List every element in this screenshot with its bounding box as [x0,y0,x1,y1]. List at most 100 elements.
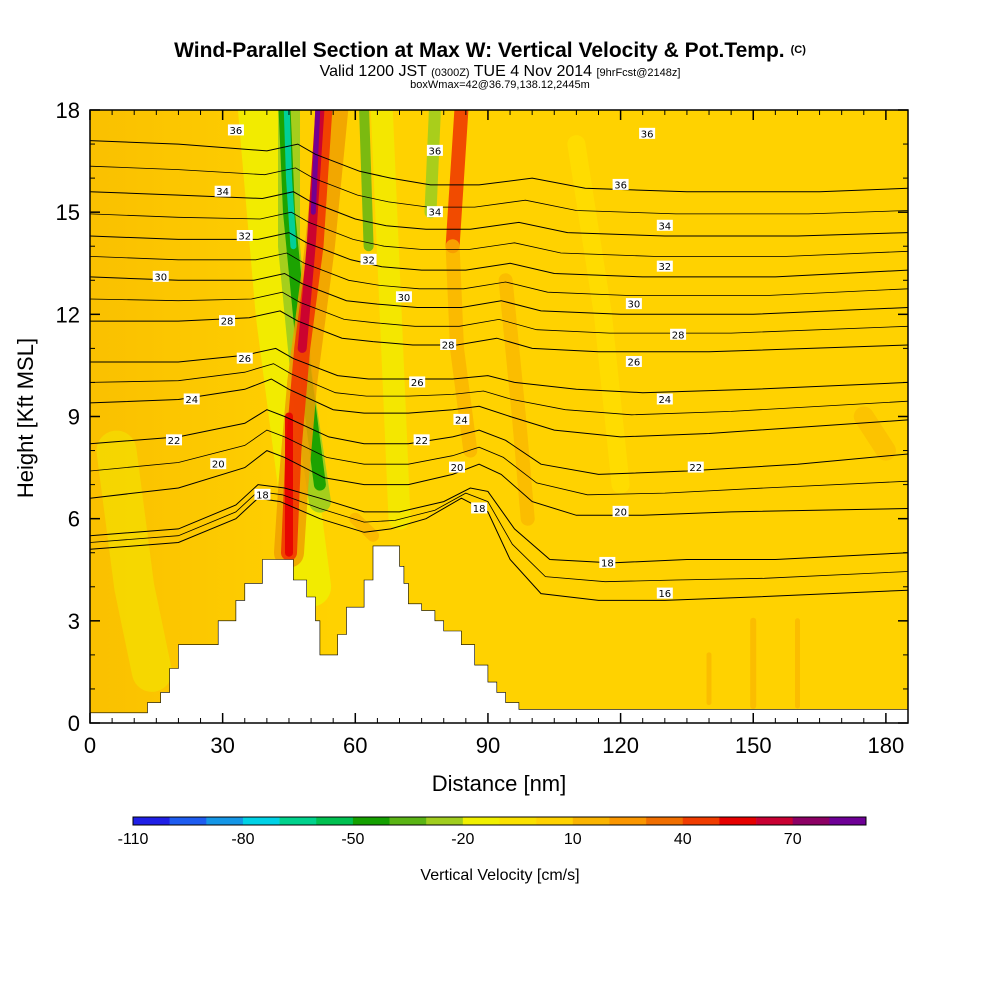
colorbar-swatch [756,817,793,825]
field-band-downdraft-strong [424,110,441,219]
contour-label: 36 [612,178,629,191]
theta-contour-minor [90,490,908,583]
contour-label-background [227,124,244,136]
contour-label: 20 [612,505,629,518]
theta-contour-minor [90,211,908,257]
contour-label-text: 36 [614,180,627,191]
contour-label: 28 [670,328,687,341]
field-band-downdraft-strong [359,110,374,252]
theta-contour-20 [90,450,908,516]
contour-label-text: 20 [614,507,627,518]
contour-label: 32 [236,230,253,243]
contour-label-background [214,185,231,197]
theta-contour-22 [90,409,908,475]
contour-label-text: 34 [429,208,442,219]
colorbar-tick-label: -20 [451,831,474,848]
contour-label: 34 [214,185,231,198]
y-tick-label: 15 [56,200,80,225]
contour-label-text: 32 [658,262,671,273]
contour-label-background [656,393,673,405]
contour-label: 22 [413,434,430,447]
contour-label-text: 34 [658,221,671,232]
contour-label-text: 18 [256,490,269,501]
colorbar-swatch [609,817,647,825]
y-axis-label: Height [Kft MSL] [13,338,38,498]
contour-label-text: 26 [411,378,424,389]
contour-label-text: 24 [455,415,468,426]
colorbar-swatch [206,817,244,825]
contour-label-text: 28 [442,340,455,351]
contour-label-text: 24 [658,395,671,406]
terrain-outline [90,545,908,723]
contour-label: 28 [219,315,236,328]
contour-label: 28 [440,338,457,351]
y-tick-label: 18 [56,98,80,123]
colorbar-swatch [792,817,830,825]
contour-label: 26 [236,352,253,365]
contour-label-text: 22 [415,436,428,447]
x-tick-label: 180 [868,733,905,758]
y-tick-label: 3 [68,609,80,634]
contour-label-background [183,393,200,405]
contour-label: 22 [166,434,183,447]
contour-label: 18 [254,488,271,501]
contour-label: 20 [210,458,227,471]
field-band-downdraft [567,135,630,494]
colorbar: -110 -80 -50 -20 10 40 70 [118,816,867,848]
contour-label-background [254,488,271,500]
chart-subtitle: Valid 1200 JST (0300Z) TUE 4 Nov 2014 [9… [320,63,681,80]
theta-contour-34 [90,191,908,237]
field-band-updraft [310,110,321,215]
terrain [90,545,908,723]
colorbar-swatch [169,817,207,825]
colorbar-swatch [829,817,867,825]
contour-label-background [656,219,673,231]
contour-label-text: 36 [429,146,442,157]
contour-label-text: 20 [212,460,225,471]
contour-label-text: 26 [238,354,251,365]
colorbar-tick-label: 70 [784,831,802,848]
colorbar-swatch [426,817,464,825]
contour-label-background [236,230,253,242]
contour-label-text: 36 [641,129,654,140]
contour-label-background [219,315,236,327]
colorbar-swatch [572,817,610,825]
contour-label-background [453,413,470,425]
contour-label: 34 [426,206,443,219]
theta-contour-minor [90,363,908,416]
contour-label-text: 18 [473,504,486,515]
contour-label-background [413,434,430,446]
contour-label: 32 [360,253,377,266]
colorbar-swatch [316,817,354,825]
x-axis-label: Distance [nm] [432,771,567,796]
field-band-downdraft [370,110,411,530]
contour-label-background [395,291,412,303]
contour-label-background [625,298,642,310]
contour-label-text: 22 [168,436,181,447]
contour-label-text: 28 [672,330,685,341]
contour-label-text: 28 [221,317,234,328]
contour-label-text: 32 [238,232,251,243]
colorbar-swatch [389,817,427,825]
colorbar-tick-label: 40 [674,831,692,848]
contour-label: 24 [453,413,470,426]
theta-contour-32 [90,232,908,278]
velocity-field [96,110,896,709]
contour-label: 26 [625,356,642,369]
colorbar-swatch [499,817,537,825]
field-band-updraft [349,512,379,542]
contour-label-background [612,178,629,190]
contour-label-text: 26 [627,358,640,369]
contour-label-text: 30 [154,272,167,283]
theta-contour-18 [90,484,908,564]
theta-contour-36 [90,140,908,193]
contour-label: 22 [687,461,704,474]
contour-label: 16 [656,587,673,600]
colorbar-swatch [133,817,170,825]
colorbar-swatch [462,817,500,825]
theta-contour-labels: 36 36 36 36 34 34 34 32 32 32 30 30 30 28 28 28 26 26 26 24… [90,124,908,723]
theta-contour-24 [90,378,908,438]
contour-label-background [210,458,227,470]
